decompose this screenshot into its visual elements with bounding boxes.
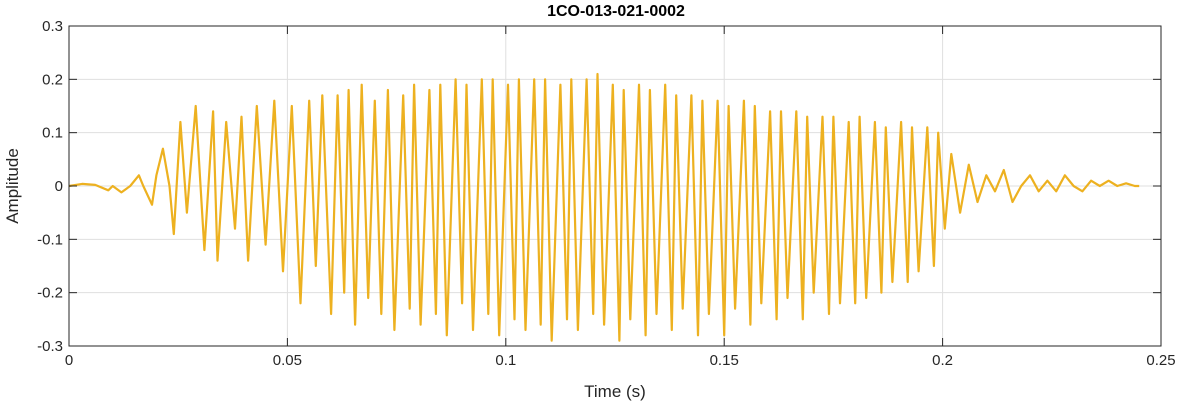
x-tick-labels: 0 0.05 0.1 0.15 0.2 0.25 [65, 352, 1176, 369]
x-tick-label: 0.25 [1146, 352, 1175, 369]
y-tick-label: 0.1 [42, 125, 63, 142]
y-tick-label: -0.1 [37, 231, 63, 248]
series-line [68, 72, 1140, 342]
y-tick-label: -0.3 [37, 338, 63, 355]
x-tick-label: 0.2 [932, 352, 953, 369]
x-tick-label: 0.05 [273, 352, 302, 369]
x-axis-label: Time (s) [584, 382, 646, 401]
series-layer [68, 72, 1140, 342]
y-axis-label: Amplitude [3, 148, 22, 224]
chart-title: 1CO-013-021-0002 [547, 3, 685, 20]
x-tick-label: 0.15 [710, 352, 739, 369]
y-tick-label: 0.3 [42, 18, 63, 35]
y-tick-labels: 0.3 0.2 0.1 0 -0.1 -0.2 -0.3 [37, 18, 63, 355]
x-tick-label: 0.1 [495, 352, 516, 369]
ticks [68, 25, 1162, 347]
y-tick-label: 0 [55, 178, 63, 195]
x-tick-label: 0 [65, 352, 73, 369]
y-tick-label: -0.2 [37, 285, 63, 302]
y-tick-label: 0.2 [42, 71, 63, 88]
